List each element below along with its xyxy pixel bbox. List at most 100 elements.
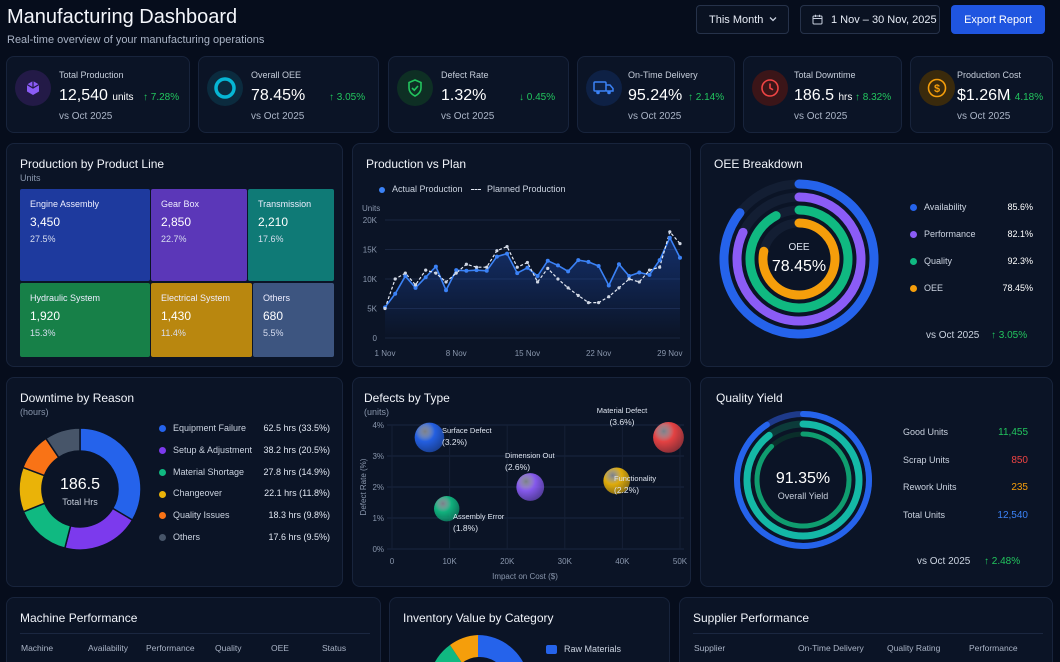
panel-subtitle: (hours) xyxy=(20,407,49,417)
kpi-label: On-Time Delivery xyxy=(628,70,698,80)
kpi-unit: hrs xyxy=(838,92,853,103)
y-tick-label: 5K xyxy=(367,305,377,314)
treemap-others[interactable]: Others 680 5.5% xyxy=(253,283,334,357)
panel-subtitle: (units) xyxy=(364,407,390,417)
supplier-performance-panel: Supplier Performance xyxy=(679,597,1053,662)
quality-legend-item: Rework Units 235 xyxy=(903,482,1028,493)
treemap-value: 3,450 xyxy=(30,215,61,229)
planned-point xyxy=(546,266,550,270)
planned-point xyxy=(647,268,652,272)
legend-label: Setup & Adjustment xyxy=(173,444,253,455)
kpi-total-downtime: Total Downtime 186.5 hrs ↑ 8.32% vs Oct … xyxy=(743,56,902,133)
bubble-label: Material Defect xyxy=(597,406,648,415)
legend-value: 38.2 hrs (20.5%) xyxy=(263,444,330,455)
kpi-label: Total Production xyxy=(59,70,124,80)
actual-point xyxy=(566,269,571,274)
panel-title: Downtime by Reason xyxy=(20,391,135,405)
inventory-donut-chart xyxy=(435,635,523,662)
actual-point xyxy=(637,270,642,275)
x-tick-label: 50K xyxy=(673,557,688,566)
planned-point xyxy=(515,265,519,269)
kpi-delta: ↓ 4.18% xyxy=(1007,92,1044,103)
kpi-delta: ↑ 8.32% xyxy=(855,92,892,103)
actual-point xyxy=(444,288,449,293)
actual-point xyxy=(555,263,560,268)
treemap-hydraulic-system[interactable]: Hydraulic System 1,920 15.3% xyxy=(20,283,150,357)
actual-point xyxy=(494,254,499,259)
kpi-vs: vs Oct 2025 xyxy=(251,111,305,122)
actual-point xyxy=(606,283,611,288)
actual-point xyxy=(474,268,479,273)
treemap-pct: 5.5% xyxy=(263,328,284,338)
kpi-vs: vs Oct 2025 xyxy=(59,111,113,122)
treemap-pct: 17.6% xyxy=(258,234,284,244)
bubble-value: (1.8%) xyxy=(453,523,478,533)
kpi-value: $1.26M xyxy=(957,87,1011,104)
actual-point xyxy=(515,271,520,276)
actual-point xyxy=(616,262,621,267)
legend-value: 27.8 hrs (14.9%) xyxy=(263,466,330,477)
x-tick-label: 8 Nov xyxy=(446,349,467,358)
y-tick-label: 0% xyxy=(372,545,384,554)
quality-vs: vs Oct 2025 xyxy=(917,556,971,567)
quality-legend-item: Total Units 12,540 xyxy=(903,510,1028,521)
y-tick-label: 2% xyxy=(372,483,384,492)
x-tick-label: 22 Nov xyxy=(586,349,611,358)
date-range-picker[interactable]: 1 Nov – 30 Nov, 2025 xyxy=(800,5,940,34)
kpi-vs: vs Oct 2025 xyxy=(957,111,1011,122)
quality-legend-item: Scrap Units 850 xyxy=(903,455,1028,466)
col-performance: Performance xyxy=(969,643,1018,653)
legend-label: Changeover xyxy=(173,488,223,499)
treemap-value: 2,210 xyxy=(258,215,289,229)
downtime-panel: Downtime by Reason (hours) 186.5 Total H… xyxy=(6,377,343,587)
divider xyxy=(693,633,1043,634)
kpi-value: 78.45% xyxy=(251,87,306,104)
actual-point xyxy=(647,272,652,277)
legend-dot xyxy=(379,186,385,193)
ring-availability xyxy=(719,179,879,339)
quality-ring-chart xyxy=(734,411,872,549)
legend-label: Raw Materials xyxy=(564,644,622,654)
kpi-value: 95.24% xyxy=(628,87,683,104)
actual-point xyxy=(576,258,581,263)
kpi-vs: vs Oct 2025 xyxy=(441,111,495,122)
bubble-functionality xyxy=(603,467,630,495)
donut-slice xyxy=(44,427,81,459)
export-report-button[interactable]: Export Report xyxy=(951,5,1045,34)
treemap-label: Transmission xyxy=(258,199,312,209)
oee-legend-quality: Quality 92.3% xyxy=(910,256,1033,266)
oee-center-value: 78.45% xyxy=(771,258,827,275)
x-tick-label: 29 Nov xyxy=(657,349,682,358)
inventory-legend-raw-materials: Raw Materials xyxy=(546,644,622,655)
production-vs-plan-panel: Production vs Plan Actual Production Pla… xyxy=(352,143,691,367)
x-tick-label: 1 Nov xyxy=(375,349,396,358)
y-tick-label: 3% xyxy=(372,452,384,461)
planned-point xyxy=(413,283,418,287)
treemap-gear-box[interactable]: Gear Box 2,850 22.7% xyxy=(151,189,247,281)
oee-legend-performance: Performance 82.1% xyxy=(910,229,1033,239)
kpi-delta: ↓ 0.45% xyxy=(519,92,556,103)
legend-label: Rework Units xyxy=(903,482,957,492)
legend-dot xyxy=(159,490,166,498)
kpi-vs: vs Oct 2025 xyxy=(628,111,682,122)
planned-point xyxy=(495,249,499,253)
kpi-label: Defect Rate xyxy=(441,70,489,80)
treemap-label: Electrical System xyxy=(161,293,231,303)
legend-value: 78.45% xyxy=(1002,283,1033,293)
legend-value: 18.3 hrs (9.8%) xyxy=(268,510,330,521)
treemap-electrical-system[interactable]: Electrical System 1,430 11.4% xyxy=(151,283,252,357)
treemap-pct: 11.4% xyxy=(161,328,186,338)
treemap-engine-assembly[interactable]: Engine Assembly 3,450 27.5% xyxy=(20,189,150,281)
bubble-value: (3.6%) xyxy=(609,417,634,427)
divider xyxy=(20,633,370,634)
legend-dot xyxy=(159,512,166,520)
actual-area xyxy=(385,237,680,338)
calendar-icon xyxy=(812,14,823,25)
period-dropdown[interactable]: This Month xyxy=(696,5,789,34)
inventory-slice xyxy=(478,635,523,662)
planned-point xyxy=(474,265,479,269)
cube-icon xyxy=(15,70,51,106)
downtime-legend-item: Quality Issues 18.3 hrs (9.8%) xyxy=(159,510,330,520)
treemap-transmission[interactable]: Transmission 2,210 17.6% xyxy=(248,189,334,281)
legend-dot xyxy=(910,258,917,266)
